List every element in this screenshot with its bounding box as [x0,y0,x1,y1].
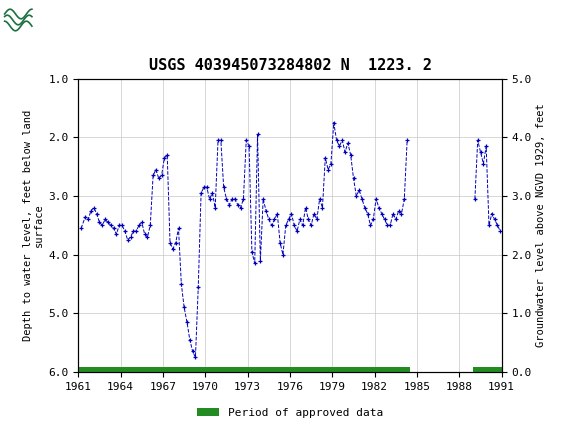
Y-axis label: Depth to water level, feet below land
surface: Depth to water level, feet below land su… [23,110,44,341]
Text: USGS: USGS [38,11,93,29]
Y-axis label: Groundwater level above NGVD 1929, feet: Groundwater level above NGVD 1929, feet [536,104,546,347]
Bar [3,3,78,37]
Title: USGS 403945073284802 N  1223. 2: USGS 403945073284802 N 1223. 2 [148,58,432,74]
Legend: Period of approved data: Period of approved data [193,403,387,422]
